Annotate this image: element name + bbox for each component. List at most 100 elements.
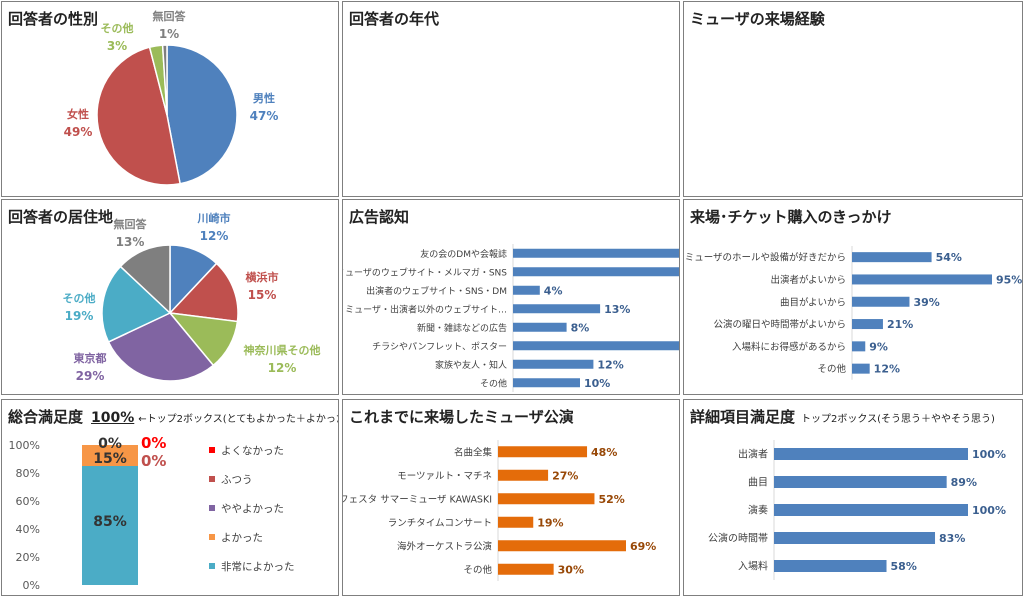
residence-panel: 回答者の居住地 川崎市 12% 横浜市 15% 神奈川県その他 12% 東京都 29% その他 1…	[1, 199, 339, 395]
satisfaction-ytick-3: 60%	[16, 495, 40, 508]
satisfaction-data-label-2: 0%	[98, 436, 122, 452]
detail-data-label-1: 89%	[951, 476, 977, 489]
gender-slice-3	[161, 44, 168, 116]
age-panel: 回答者の年代 19歳以下8%20～25歳0%26～39歳1%40～49歳13%5…	[342, 1, 680, 197]
detail-bar-0	[774, 448, 968, 460]
ads-bar-3	[513, 304, 601, 314]
past-category-0: 名曲全集	[454, 446, 493, 458]
reasons-bar-4	[852, 341, 866, 352]
reasons-data-label-1: 95%	[996, 273, 1022, 286]
satisfaction-title: 総合満足度	[8, 408, 84, 426]
residence-label-4: その他	[63, 291, 96, 305]
past-bar-1	[498, 469, 549, 481]
visits-title: ミューザの来場経験	[690, 10, 825, 28]
ads-category-6: 家族や友人・知人	[435, 359, 507, 371]
visits-pie-chart: 今回はじめて17%2～4回19%5～9回14%10回以上50%	[684, 2, 1023, 197]
detail-bar-4	[774, 560, 887, 572]
satisfaction-stacked-chart: 0%20%40%60%80%100%85%15%0%0%0% よくなかったふつうや…	[9, 434, 295, 592]
reasons-bar-1	[852, 274, 992, 285]
reasons-category-2: 曲目がよいから	[780, 296, 846, 308]
reasons-title: 来場･チケット購入のきっかけ	[690, 208, 892, 226]
reasons-category-4: 入場料にお得感があるから	[732, 341, 846, 353]
detail-data-label-3: 83%	[939, 532, 965, 545]
residence-slice-1	[168, 262, 239, 323]
ads-data-label-7: 10%	[584, 377, 610, 390]
residence-value-0: 12%	[200, 229, 229, 243]
reasons-bar-chart: ミューザのホールや設備が好きだから 54% 出演者がよいから 95% 曲目がよいから 39…	[685, 246, 1022, 380]
satisfaction-ytick-4: 80%	[16, 467, 40, 480]
past-category-1: モーツァルト・マチネ	[397, 471, 492, 482]
detail-category-2: 演奏	[748, 504, 768, 517]
age-pie-chart: 19歳以下8%20～25歳0%26～39歳1%40～49歳13%50～59歳28…	[343, 2, 680, 197]
past-bar-3	[498, 516, 534, 528]
past-data-label-3: 19%	[537, 516, 563, 529]
reasons-data-label-2: 39%	[913, 296, 939, 309]
gender-value-3: 1%	[159, 27, 179, 41]
gender-label-1: 女性	[67, 107, 89, 121]
age-title: 回答者の年代	[349, 10, 440, 28]
ads-data-label-2: 4%	[544, 284, 563, 297]
past-data-label-0: 48%	[591, 446, 617, 459]
satisfaction-legend-swatch-1	[209, 476, 215, 482]
ads-category-4: 新聞・雑誌などの広告	[417, 322, 507, 334]
satisfaction-legend-swatch-2	[209, 505, 215, 511]
detail-data-label-4: 58%	[891, 560, 917, 573]
satisfaction-ytick-0: 0%	[23, 579, 40, 592]
ads-category-0: 友の会のDMや会報誌	[420, 248, 507, 260]
residence-label-0: 川崎市	[197, 211, 231, 225]
reasons-bar-2	[852, 296, 910, 307]
reasons-data-label-3: 21%	[887, 318, 913, 331]
residence-label-2: 神奈川県その他	[244, 343, 321, 357]
past-bar-5	[498, 563, 554, 575]
past-data-label-4: 69%	[630, 540, 656, 553]
reasons-panel: 来場･チケット購入のきっかけ ミューザのホールや設備が好きだから 54% 出演者がよ…	[683, 199, 1023, 395]
reasons-category-5: その他	[817, 363, 846, 375]
ads-panel: 広告認知 友の会のDMや会報誌36%ミューザのウェブサイト・メルマガ・SNS30…	[342, 199, 680, 395]
gender-slice-1	[96, 46, 181, 186]
detail-title-row: 詳細項目満足度 トップ2ボックス(そう思う＋ややそう思う)	[690, 406, 995, 427]
satisfaction-legend-label-1: ふつう	[221, 474, 253, 486]
detail-category-3: 公演の時間帯	[708, 532, 768, 545]
reasons-data-label-4: 9%	[869, 340, 888, 353]
residence-label-3: 東京都	[74, 351, 107, 365]
ads-bar-0	[513, 248, 679, 258]
satisfaction-note: ←トップ2ボックス(とてもよかった＋よかった)	[138, 414, 339, 425]
residence-value-4: 19%	[65, 309, 94, 323]
satisfaction-data-label-1: 15%	[93, 451, 127, 467]
detail-bar-1	[774, 476, 947, 488]
detail-category-1: 曲目	[748, 477, 768, 489]
reasons-data-label-0: 54%	[936, 251, 962, 264]
satisfaction-legend-label-2: ややよかった	[221, 503, 284, 515]
past-data-label-5: 30%	[558, 563, 584, 576]
ads-bar-2	[513, 285, 540, 295]
residence-title: 回答者の居住地	[8, 208, 114, 226]
past-title: これまでに来場したミューザ公演	[349, 408, 574, 426]
ads-data-label-3: 13%	[604, 303, 630, 316]
detail-bar-chart: 出演者 100% 曲目 89% 演奏 100% 公演の時間帯 83% 入場料 58%	[708, 440, 1006, 580]
detail-bar-2	[774, 504, 968, 516]
satisfaction-data-label-4: 0%	[141, 434, 166, 452]
ads-category-5: チラシやパンフレット、ポスター	[372, 341, 507, 352]
ads-bar-chart: 友の会のDMや会報誌36%ミューザのウェブサイト・メルマガ・SNS30%出演者の…	[343, 244, 679, 392]
ads-bar-6	[513, 359, 594, 369]
satisfaction-panel: 総合満足度 100% ←トップ2ボックス(とてもよかった＋よかった) 0% 20% 40…	[1, 399, 339, 596]
ads-category-7: その他	[480, 377, 507, 389]
ads-data-label-4: 8%	[571, 321, 590, 334]
gender-pie-chart: 男性 47% 女性 49% その他 3% 無回答 1%	[64, 9, 278, 186]
detail-data-label-2: 100%	[972, 504, 1006, 517]
reasons-bar-0	[852, 252, 932, 263]
past-category-4: 海外オーケストラ公演	[397, 540, 492, 552]
gender-panel: 回答者の性別 男性 47% 女性 49% その他 3% 無回答 1%	[1, 1, 339, 197]
reasons-bar-5	[852, 363, 870, 374]
past-category-3: ランチタイムコンサート	[388, 518, 492, 529]
past-category-2: フェスタ サマーミューザ KAWASKI	[343, 494, 492, 505]
residence-value-1: 15%	[248, 288, 277, 302]
residence-value-2: 12%	[268, 361, 297, 375]
past-bar-chart: 名曲全集 48% モーツァルト・マチネ 27% フェスタ サマーミューザ KAWASKI…	[343, 440, 656, 581]
detail-category-0: 出演者	[738, 448, 768, 461]
satisfaction-legend-label-0: よくなかった	[221, 445, 284, 457]
gender-value-1: 49%	[64, 125, 93, 139]
gender-value-2: 3%	[107, 39, 127, 53]
gender-label-2: その他	[101, 21, 134, 35]
residence-value-5: 13%	[116, 235, 145, 249]
